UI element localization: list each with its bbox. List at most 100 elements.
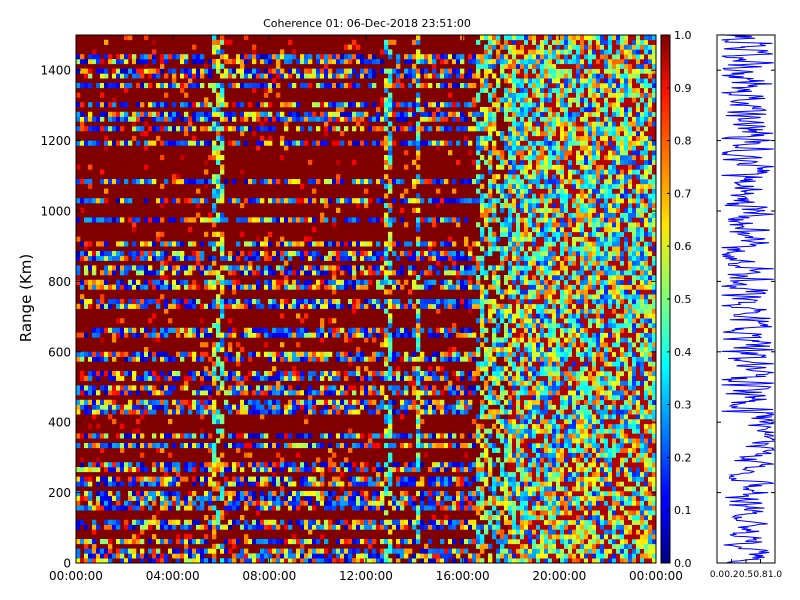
heatmap-cell [348,361,353,367]
heatmap-cell [492,486,497,492]
heatmap-cell [508,289,513,295]
heatmap-cell [476,428,481,434]
heatmap-cell [564,486,569,492]
heatmap-cell [444,481,449,487]
heatmap-cell [616,313,621,319]
heatmap-cell [584,543,589,549]
heatmap-cell [164,404,169,410]
heatmap-cell [532,462,537,468]
heatmap-cell [600,395,605,401]
heatmap-cell [188,462,193,468]
heatmap-cell [624,548,629,554]
heatmap-cell [364,385,369,391]
heatmap-cell [204,375,209,381]
heatmap-cell [316,491,321,497]
heatmap-cell [344,390,349,396]
heatmap-cell [588,313,593,319]
heatmap-cell [508,380,513,386]
heatmap-cell [120,318,125,324]
heatmap-cell [544,289,549,295]
heatmap-cell [584,351,589,357]
heatmap-cell [380,524,385,530]
heatmap-cell [576,543,581,549]
heatmap-cell [128,356,133,362]
heatmap-cell [108,524,113,530]
heatmap-cell [524,447,529,453]
heatmap-cell [612,452,617,458]
heatmap-cell [140,327,145,333]
heatmap-cell [624,553,629,559]
heatmap-cell [368,371,373,377]
heatmap-cell [468,558,473,564]
heatmap-cell [140,467,145,473]
heatmap-cell [384,289,389,295]
heatmap-cell [128,491,133,497]
heatmap-cell [308,500,313,506]
heatmap-cell [524,500,529,506]
heatmap-cell [628,476,633,482]
heatmap-cell [632,457,637,463]
heatmap-cell [76,356,81,362]
heatmap-cell [280,356,285,362]
heatmap-cell [564,519,569,525]
heatmap-cell [596,342,601,348]
heatmap-cell [628,519,633,525]
heatmap-cell [568,553,573,559]
heatmap-cell [80,519,85,525]
heatmap-cell [600,361,605,367]
heatmap-cell [248,299,253,305]
heatmap-cell [588,534,593,540]
heatmap-cell [196,399,201,405]
heatmap-cell [516,404,521,410]
heatmap-cell [388,519,393,525]
heatmap-cell [508,558,513,564]
heatmap-cell [116,495,121,501]
heatmap-cell [308,356,313,362]
heatmap-cell [584,462,589,468]
heatmap-cell [352,371,357,377]
heatmap-cell [416,534,421,540]
heatmap-cell [184,375,189,381]
heatmap-cell [640,505,645,511]
heatmap-cell [600,500,605,506]
heatmap-cell [528,476,533,482]
heatmap-cell [560,380,565,386]
heatmap-cell [432,409,437,415]
heatmap-cell [636,399,641,405]
heatmap-cell [108,390,113,396]
heatmap-cell [240,332,245,338]
heatmap-cell [532,471,537,477]
heatmap-cell [476,457,481,463]
heatmap-cell [276,452,281,458]
heatmap-cell [500,289,505,295]
heatmap-cell [584,308,589,314]
heatmap-cell [136,356,141,362]
heatmap-cell [548,548,553,554]
heatmap-cell [320,462,325,468]
heatmap-cell [136,553,141,559]
heatmap-cell [512,351,517,357]
heatmap-cell [300,390,305,396]
heatmap-cell [640,558,645,564]
heatmap-cell [556,519,561,525]
heatmap-cell [616,433,621,439]
heatmap-cell [200,356,205,362]
heatmap-cell [284,385,289,391]
heatmap-cell [236,443,241,449]
heatmap-cell [172,495,177,501]
heatmap-cell [480,543,485,549]
heatmap-cell [124,558,129,564]
heatmap-cell [604,462,609,468]
heatmap-cell [580,371,585,377]
heatmap-cell [556,409,561,415]
heatmap-cell [608,462,613,468]
heatmap-cell [352,519,357,525]
heatmap-cell [612,308,617,314]
heatmap-cell [652,529,657,535]
heatmap-cell [648,447,653,453]
heatmap-cell [624,500,629,506]
heatmap-cell [216,467,221,473]
heatmap-cell [456,443,461,449]
heatmap-cell [564,308,569,314]
heatmap-cell [132,476,137,482]
